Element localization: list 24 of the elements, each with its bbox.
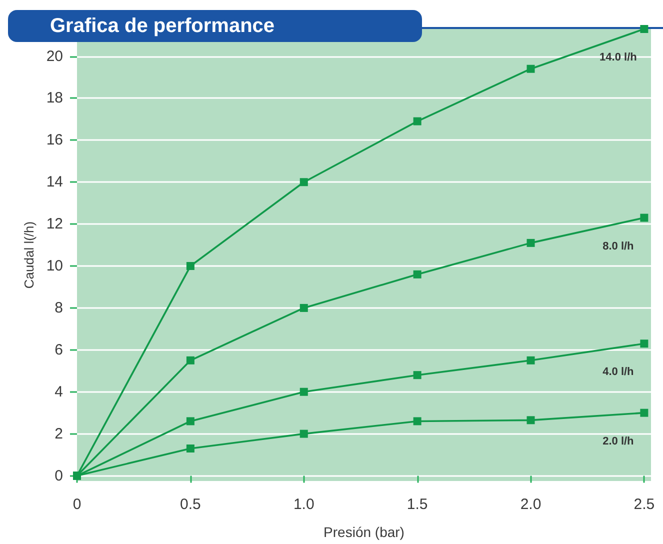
series-label: 8.0 l/h xyxy=(602,240,634,252)
y-tick-label: 6 xyxy=(54,341,63,358)
series-label: 14.0 l/h xyxy=(600,52,638,64)
x-tick-label: 1.5 xyxy=(406,496,428,513)
y-tick-label: 10 xyxy=(46,258,63,275)
x-tick-label: 2.5 xyxy=(634,496,655,513)
y-tick-label: 0 xyxy=(54,467,63,484)
x-tick-label: 2.0 xyxy=(520,496,542,513)
y-tick-label: 8 xyxy=(54,299,63,316)
y-tick-label: 12 xyxy=(46,216,63,233)
chart-title: Grafica de performance xyxy=(50,14,275,39)
y-tick-label: 16 xyxy=(46,132,63,149)
series-label: 2.0 l/h xyxy=(602,435,634,448)
y-axis-title: Caudal l(/h) xyxy=(21,221,36,289)
x-axis-title: Presión (bar) xyxy=(324,524,404,540)
y-tick-label: 20 xyxy=(46,48,63,65)
y-tick-label: 2 xyxy=(54,425,63,442)
y-tick-label: 14 xyxy=(46,174,63,191)
y-tick-label: 4 xyxy=(54,383,63,400)
x-tick-label: 0.5 xyxy=(180,496,201,513)
y-tick-label: 18 xyxy=(46,90,63,107)
x-tick-label: 1.0 xyxy=(293,496,314,513)
series-label: 4.0 l/h xyxy=(602,366,634,378)
x-tick-label: 0 xyxy=(72,496,82,513)
